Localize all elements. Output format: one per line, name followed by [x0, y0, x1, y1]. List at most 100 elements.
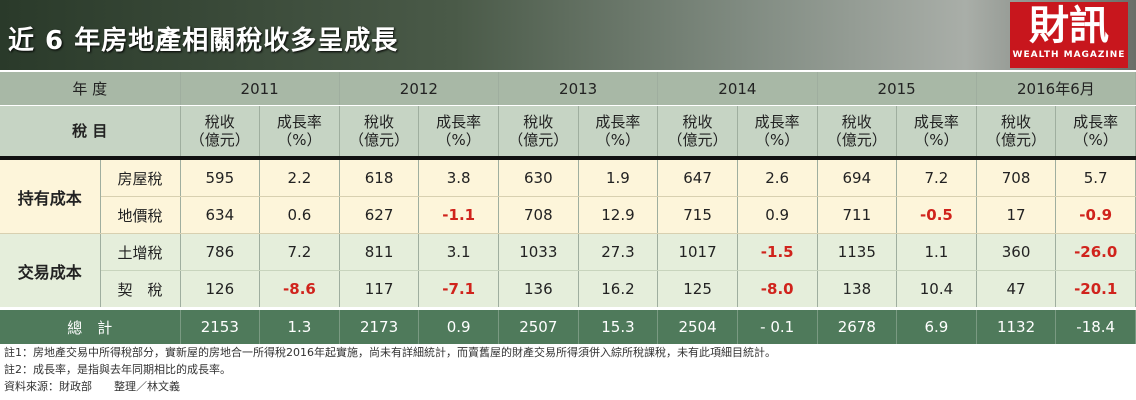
cell: 1.9	[578, 160, 659, 197]
cell: 647	[657, 160, 738, 197]
cell: 595	[180, 160, 261, 197]
header-line: （億元）	[349, 131, 410, 149]
year: 2012	[339, 72, 500, 106]
total-cell: 6.9	[896, 307, 977, 344]
data-row: 地價稅 634 0.6 627 -1.1 708 12.9 715 0.9 711 -0.5 17 -0…	[0, 196, 1136, 234]
note: 資料來源：財政部 整理／林文義	[4, 380, 180, 393]
cell: 138	[817, 270, 898, 309]
year: 2016年6月	[976, 72, 1136, 106]
header-row: 年 度 2011 2012 2013 2014 2015 2016年6月	[0, 72, 1136, 106]
column-header: 稅收 （億元）	[498, 105, 579, 156]
cell: -20.1	[1055, 270, 1136, 309]
header-line: （%）	[595, 131, 641, 149]
logo: 財訊 WEALTH MAGAZINE	[1010, 2, 1128, 68]
header-line: （億元）	[508, 131, 569, 149]
cell: 0.6	[259, 196, 340, 234]
total-cell: 2507	[498, 307, 579, 344]
cell: 0.9	[737, 196, 818, 234]
total-label: 總 計	[0, 307, 181, 344]
total-cell: 2173	[339, 307, 420, 344]
separator-cell	[0, 156, 1136, 160]
group-label: 持有成本	[0, 160, 101, 234]
column-header: 稅收 （億元）	[180, 105, 261, 156]
header-line: 成長率	[436, 113, 482, 131]
column-header: 稅收 （億元）	[657, 105, 738, 156]
cell: 630	[498, 160, 579, 197]
cell: 786	[180, 233, 261, 271]
cell: 27.3	[578, 233, 659, 271]
total-row: 總 計 2153 1.3 2173 0.9 2507 15.3 2504- 0.1 2678 6.…	[0, 307, 1136, 344]
cell: 126	[180, 270, 261, 309]
cell: -1.5	[737, 233, 818, 271]
cell: 618	[339, 160, 420, 197]
cell: -8.0	[737, 270, 818, 309]
notes: 註1：房地產交易中所得稅部分，實新屋的房地合一所得稅2016年起實施，尚未有詳細…	[4, 344, 776, 395]
cell: 136	[498, 270, 579, 309]
header-line: 成長率	[913, 113, 959, 131]
tax-table: 年 度 2011 2012 2013 2014 2015 2016年6月稅 目稅收 （億元）成…	[0, 72, 1136, 344]
year: 2015	[817, 72, 977, 106]
cell: 694	[817, 160, 898, 197]
total-cell: 15.3	[578, 307, 659, 344]
cell: 5.7	[1055, 160, 1136, 197]
header-line: 成長率	[1073, 113, 1119, 131]
header-line: 成長率	[754, 113, 800, 131]
cell: 2.2	[259, 160, 340, 197]
item: 契 稅	[100, 270, 181, 309]
cell: -0.5	[896, 196, 977, 234]
header-line: （%）	[277, 131, 322, 149]
cell: 117	[339, 270, 420, 309]
column-header: 稅收 （億元）	[817, 105, 898, 156]
header-line: （%）	[1073, 131, 1118, 149]
cell: 3.8	[418, 160, 499, 197]
header-line: 成長率	[595, 113, 641, 131]
group-label: 交易成本	[0, 233, 101, 309]
cell: 360	[976, 233, 1057, 271]
total-cell: 1.3	[259, 307, 340, 344]
cell: 708	[498, 196, 579, 234]
banner: 近 6 年房地產相關稅收多呈成長 財訊 WEALTH MAGAZINE	[0, 0, 1136, 70]
data-row: 交易成本 土增稅 786 7.2 811 3.1 1033 27.3 1017 -1.5 1135 1…	[0, 233, 1136, 309]
logo-sub: WEALTH MAGAZINE	[1012, 50, 1126, 60]
cell: 47	[976, 270, 1057, 309]
year: 2013	[498, 72, 659, 106]
cell: 634	[180, 196, 261, 234]
header-line: （%）	[436, 131, 481, 149]
header-line: （%）	[914, 131, 959, 149]
cell: -1.1	[418, 196, 499, 234]
logo-text: 財訊	[1029, 2, 1109, 49]
item-label: 稅 目	[0, 105, 181, 156]
header-line: （億元）	[667, 131, 728, 149]
header-line: 稅收	[204, 113, 235, 131]
cell: 715	[657, 196, 738, 234]
cell: 1033	[498, 233, 579, 271]
header-line: 稅收	[1001, 113, 1032, 131]
total-cell: - 0.1	[737, 307, 818, 344]
data-row: 契 稅 126 -8.6 117 -7.1 136 16.2 125 -8.0 138 10.4 47…	[0, 270, 1136, 309]
column-header: 成長率 （%）	[896, 105, 977, 156]
total-cell: 2678	[817, 307, 898, 344]
column-header: 成長率 （%）	[1055, 105, 1136, 156]
cell: 3.1	[418, 233, 499, 271]
column-header: 成長率 （%）	[578, 105, 659, 156]
total-cell: 2504	[657, 307, 738, 344]
cell: 1.1	[896, 233, 977, 271]
cell: 1017	[657, 233, 738, 271]
cell: -7.1	[418, 270, 499, 309]
cell: 711	[817, 196, 898, 234]
header-line: （億元）	[826, 131, 887, 149]
column-header: 成長率 （%）	[418, 105, 499, 156]
cell: 10.4	[896, 270, 977, 309]
cell: 627	[339, 196, 420, 234]
cell: 7.2	[259, 233, 340, 271]
item: 房屋稅	[100, 160, 181, 197]
data-row: 持有成本 房屋稅 595 2.2 618 3.8 630 1.9 647 2.6 694 7.2 708…	[0, 160, 1136, 234]
header-line: 稅收	[682, 113, 713, 131]
cell: -26.0	[1055, 233, 1136, 271]
header-line: 稅收	[841, 113, 872, 131]
cell: 12.9	[578, 196, 659, 234]
header-line: （億元）	[986, 131, 1047, 149]
item: 地價稅	[100, 196, 181, 234]
cell: 2.6	[737, 160, 818, 197]
